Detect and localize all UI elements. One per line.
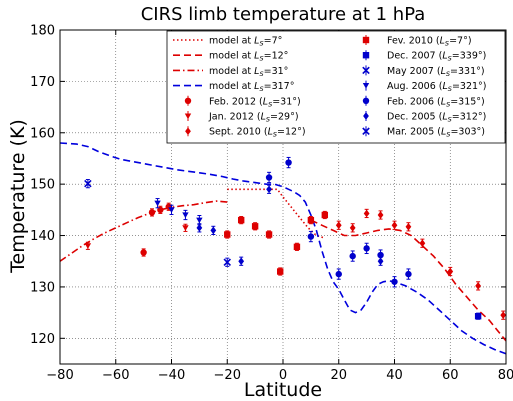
x-tick-label: 80 <box>498 368 513 383</box>
legend-label: Mar. 2005 (LS=303°) <box>387 127 485 139</box>
data-point <box>405 270 412 278</box>
x-tick-label: 40 <box>386 368 403 383</box>
legend-label: Aug. 2006 (LS=321°) <box>387 81 487 93</box>
data-point <box>377 257 384 266</box>
data-point <box>419 239 426 248</box>
data-point <box>196 217 203 224</box>
x-tick-label: −20 <box>214 368 241 383</box>
model-line-0 <box>227 188 326 239</box>
legend-label: Fev. 2010 (LS=7°) <box>387 36 472 48</box>
data-point <box>391 278 398 285</box>
legend-label: Dec. 2005 (LS=312°) <box>387 112 486 124</box>
data-point <box>447 267 454 276</box>
data-point <box>321 211 329 219</box>
data-point <box>210 226 217 235</box>
data-point <box>154 200 161 207</box>
legend-box <box>166 30 506 144</box>
data-point <box>377 211 384 219</box>
legend-label: Feb. 2012 (LS=31°) <box>209 96 301 108</box>
data-point <box>277 268 284 275</box>
legend-label: model at LS=31° <box>209 66 288 78</box>
legend-label: Dec. 2007 (LS=339°) <box>387 51 486 63</box>
data-point <box>405 222 412 231</box>
x-tick-label: −40 <box>158 368 185 383</box>
legend-marker <box>362 66 370 75</box>
data-point <box>349 223 356 232</box>
data-point <box>363 245 370 252</box>
legend-marker <box>362 83 370 89</box>
model-line-1 <box>310 219 506 342</box>
legend-label: Feb. 2006 (LS=315°) <box>387 96 485 108</box>
data-point <box>223 258 232 267</box>
data-point <box>224 231 231 238</box>
data-point <box>148 209 156 216</box>
data-point <box>84 179 92 188</box>
data-point <box>293 243 301 251</box>
x-tick-label: 20 <box>330 368 347 383</box>
data-point <box>168 207 175 214</box>
data-point <box>196 223 203 232</box>
data-point <box>500 311 506 320</box>
x-axis-title: Latitude <box>244 379 322 401</box>
data-point <box>266 185 272 194</box>
y-axis-title: Temperature (K) <box>7 119 29 274</box>
plot-area: −80 −60 −40 −20 0 20 40 60 80 120 130 140 150 160 170 1… <box>30 24 513 384</box>
data-point <box>391 221 398 230</box>
data-point <box>237 216 245 224</box>
data-point <box>335 270 342 278</box>
y-tick-label: 180 <box>30 24 55 39</box>
legend-marker <box>185 127 191 136</box>
data-point <box>363 209 370 218</box>
legend-marker <box>362 127 370 135</box>
data-point <box>475 282 482 290</box>
legend-marker <box>184 97 192 105</box>
legend-marker <box>184 113 192 120</box>
data-point <box>285 159 292 166</box>
y-tick-label: 150 <box>30 178 55 193</box>
x-tick-label: 60 <box>442 368 459 383</box>
data-point <box>474 313 482 320</box>
data-point <box>349 252 356 260</box>
y-tick-label: 130 <box>30 280 55 295</box>
legend-label: Jan. 2012 (LS=29°) <box>208 112 299 124</box>
y-tick-label: 140 <box>30 229 55 244</box>
legend-label: model at LS=317° <box>209 81 294 93</box>
legend: model at LS=7° model at LS=12° model at LS… <box>166 30 506 144</box>
data-point <box>265 231 273 238</box>
plot-frame <box>59 29 507 365</box>
data-point <box>307 233 315 240</box>
legend-marker <box>363 112 369 120</box>
data-point <box>251 223 259 230</box>
legend-marker <box>362 97 370 105</box>
data-point <box>335 221 342 230</box>
legend-label: model at LS=12° <box>209 51 288 63</box>
y-tick-label: 170 <box>30 75 55 90</box>
legend-label: Sept. 2010 (LS=12°) <box>209 127 306 139</box>
legend-marker <box>362 52 370 59</box>
legend-label: model at LS=7° <box>209 36 282 48</box>
legend-label: May 2007 (LS=331°) <box>387 66 485 78</box>
legend-marker <box>362 36 370 44</box>
chart-title: CIRS limb temperature at 1 hPa <box>141 4 426 25</box>
data-point <box>265 174 273 181</box>
data-point <box>182 225 189 232</box>
data-point <box>307 216 315 224</box>
series-layer <box>60 142 506 355</box>
y-tick-label: 160 <box>30 126 55 141</box>
x-tick-label: −60 <box>102 368 129 383</box>
y-tick-label: 120 <box>30 332 55 347</box>
data-point <box>182 212 189 219</box>
data-point <box>84 243 92 250</box>
data-point <box>238 257 245 266</box>
x-tick-label: 0 <box>279 368 287 383</box>
x-tick-label: −80 <box>46 368 73 383</box>
model-line-3 <box>60 142 506 355</box>
data-point <box>140 249 147 256</box>
